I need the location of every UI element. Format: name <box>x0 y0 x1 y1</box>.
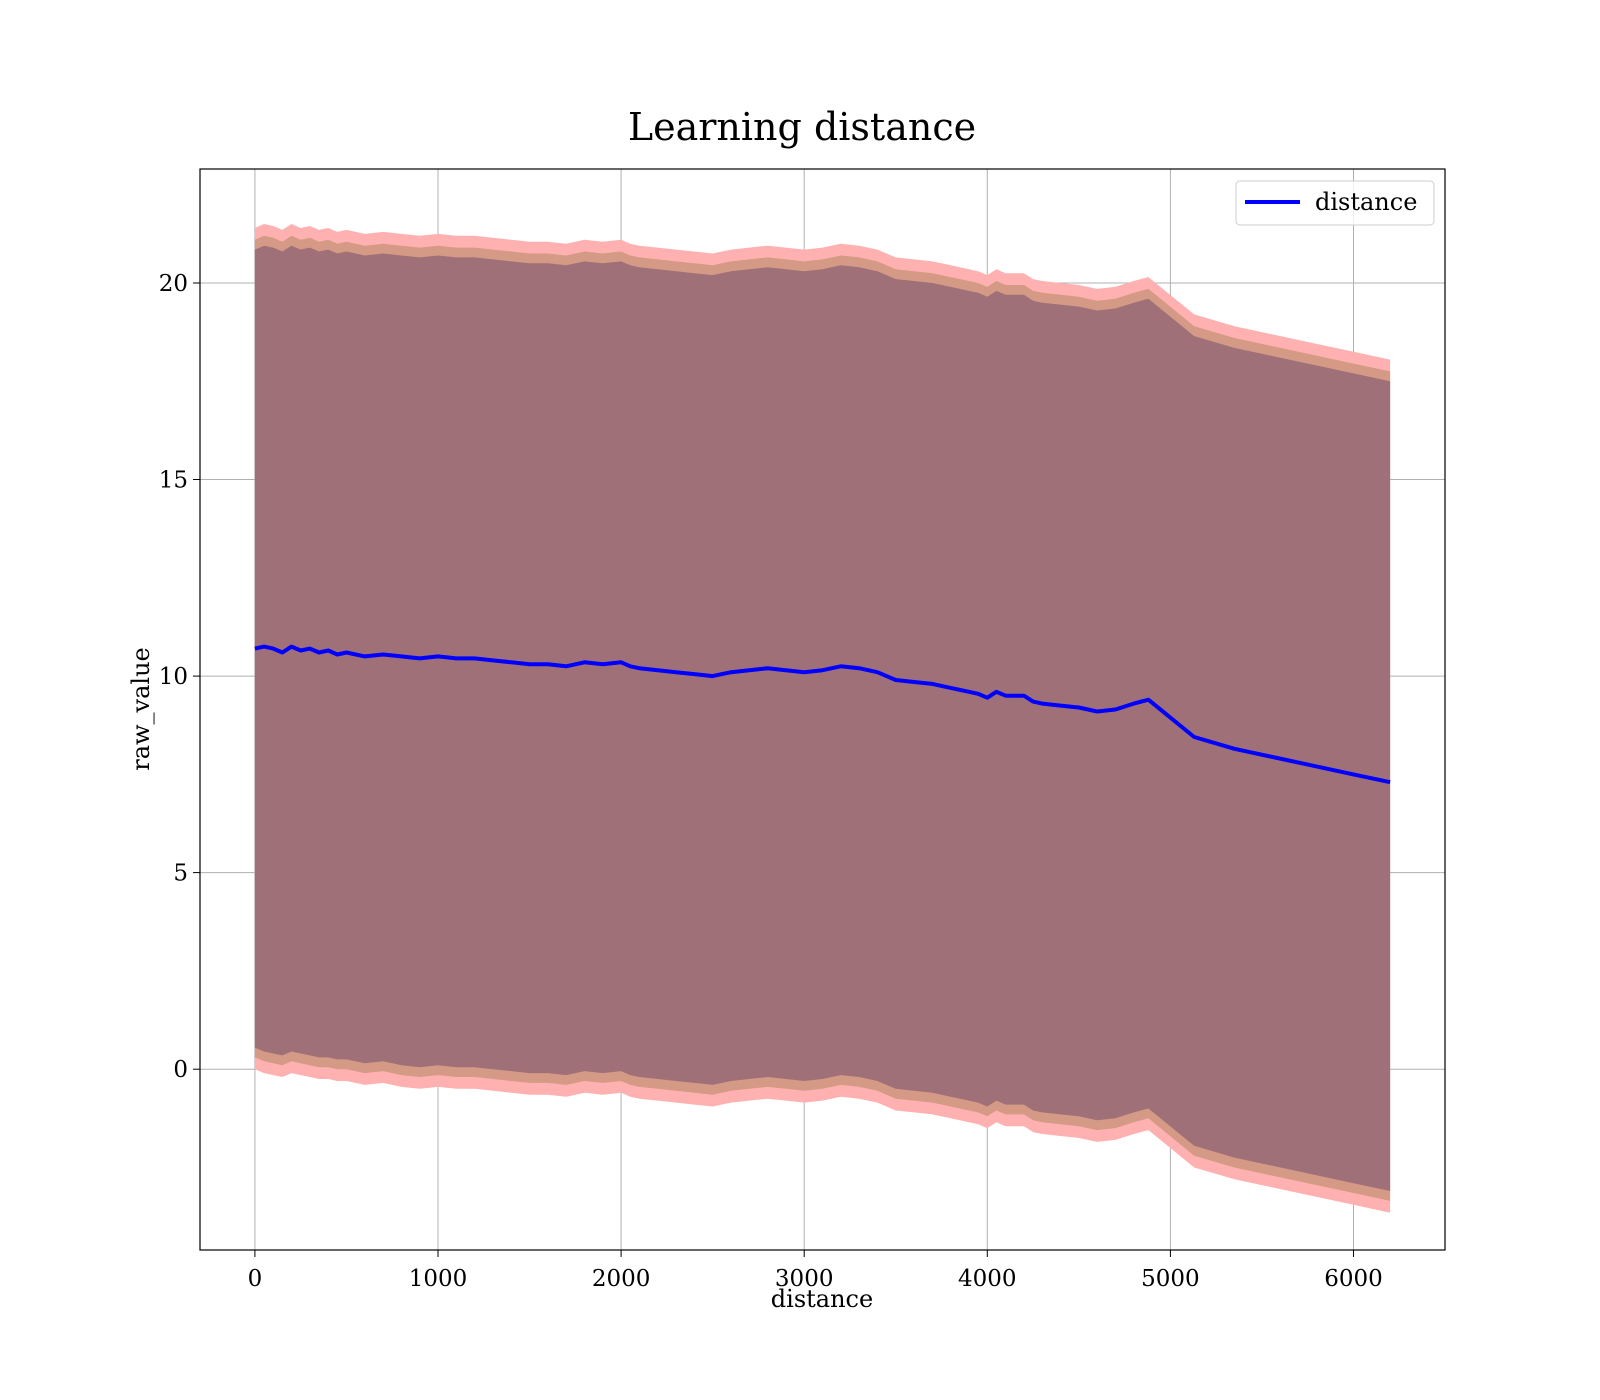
x-axis-ticks: 0 1000 2000 3000 4000 5000 6000 <box>248 1250 1383 1292</box>
legend-box <box>1235 180 1435 226</box>
x-axis-label: distance <box>771 1285 873 1313</box>
confidence-bands <box>254 224 1391 1213</box>
x-tick-label: 1000 <box>409 1266 468 1292</box>
x-tick-label: 3000 <box>775 1266 834 1292</box>
y-tick-label: 0 <box>173 1057 188 1083</box>
y-tick-label: 15 <box>159 468 188 494</box>
x-tick-label: 5000 <box>1141 1266 1200 1292</box>
plot-frame <box>199 168 1446 1251</box>
y-tick-label: 10 <box>159 664 188 690</box>
x-tick-label: 4000 <box>958 1266 1017 1292</box>
x-tick-label: 0 <box>248 1266 263 1292</box>
y-axis-ticks: 0 5 10 15 20 <box>159 271 200 1083</box>
inner-band-area <box>254 245 1391 1191</box>
legend: distance <box>1235 180 1435 226</box>
x-tick-label: 2000 <box>592 1266 651 1292</box>
series-line-group <box>254 644 1391 785</box>
series-line-distance <box>254 644 1391 785</box>
y-axis-label: raw_value <box>127 647 155 771</box>
chart-title: Learning distance <box>628 105 976 149</box>
y-tick-label: 5 <box>173 861 188 887</box>
y-tick-label: 20 <box>159 271 188 297</box>
x-tick-label: 6000 <box>1324 1266 1383 1292</box>
legend-label-distance: distance <box>1315 188 1417 216</box>
